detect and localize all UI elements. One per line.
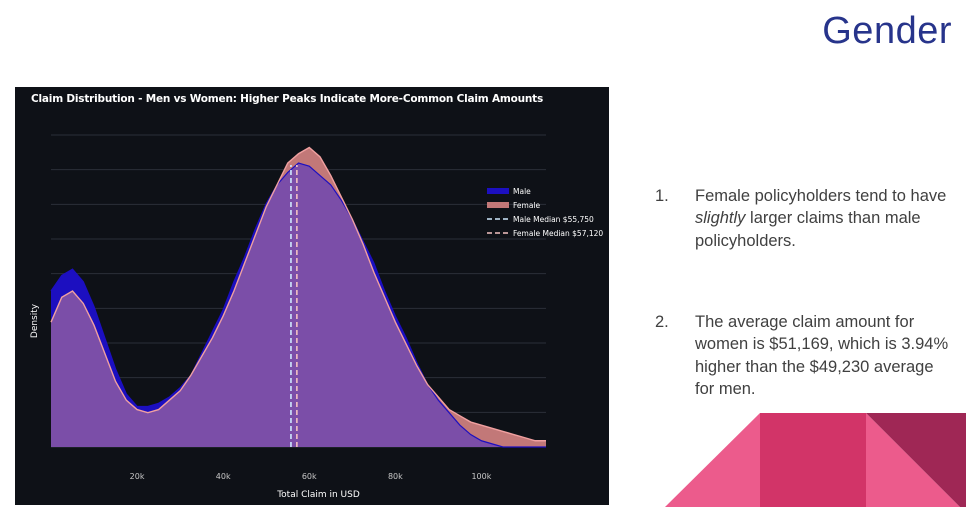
chart-svg: 20k 40k 60k 80k 100k Total Claim in USD Densit… [30, 134, 603, 500]
female-density-line [50, 146, 546, 442]
legend-label: Female [513, 201, 541, 210]
x-tick-label: 80k [388, 472, 403, 481]
x-axis-label: Total Claim in USD [276, 490, 360, 500]
decor-triangle-dark [866, 413, 966, 507]
x-tick-label: 20k [130, 472, 145, 481]
claim-distribution-chart: 20k 40k 60k 80k 100k Total Claim in USD Densit… [15, 87, 609, 505]
note-text-before: The average claim amount for women is $5… [695, 313, 949, 398]
decor-triangle-left [665, 413, 760, 507]
note-text-before: Female policyholders tend to have [695, 187, 947, 205]
note-number: 2. [655, 313, 669, 331]
x-tick-label: 40k [216, 472, 231, 481]
note-item-1: 1. Female policyholders tend to have sli… [655, 185, 955, 252]
note-emphasis: slightly [695, 209, 746, 228]
legend-label: Male Median $55,750 [513, 215, 594, 224]
x-tick-label: 60k [302, 472, 317, 481]
legend-swatch [487, 188, 509, 194]
note-text: The average claim amount for women is $5… [695, 311, 955, 400]
male-density-line [50, 162, 546, 448]
decor-center-block [760, 413, 866, 507]
note-item-2: 2. The average claim amount for women is… [655, 311, 955, 400]
legend-label: Male [513, 187, 531, 196]
x-tick-label: 100k [471, 472, 491, 481]
note-number: 1. [655, 187, 669, 205]
legend-label: Female Median $57,120 [513, 229, 603, 238]
note-text-after: larger claims than male policyholders. [695, 209, 921, 250]
chart-title: Claim Distribution - Men vs Women: Highe… [31, 93, 544, 105]
y-axis-label: Density [30, 303, 40, 338]
legend-swatch [487, 202, 509, 208]
slide-title: Gender [822, 10, 952, 52]
note-text: Female policyholders tend to have slight… [695, 185, 955, 252]
